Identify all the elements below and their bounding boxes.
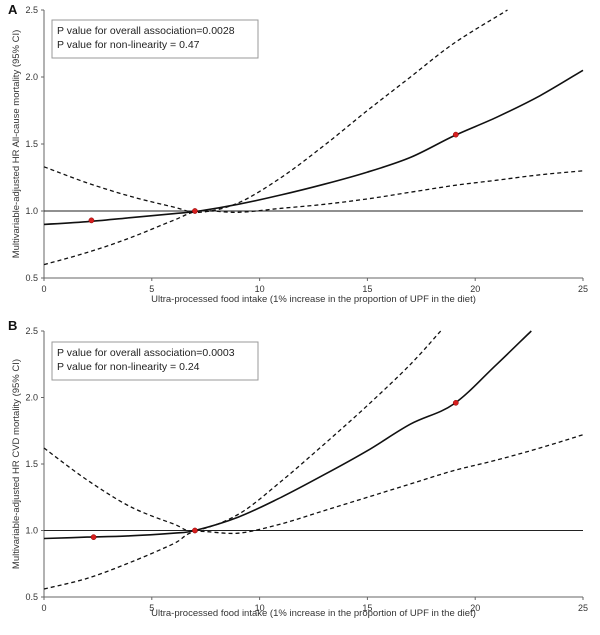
x-tick-label: 15 (362, 603, 372, 613)
data-point (452, 399, 459, 406)
x-tick-label: 0 (41, 603, 46, 613)
x-axis-label: Ultra-processed food intake (1% increase… (151, 294, 476, 305)
x-tick-label: 20 (470, 284, 480, 294)
data-point (192, 527, 198, 534)
hr-estimate-line (43, 69, 584, 226)
y-axis-label: Multivariable-adjusted HR All-cause mort… (11, 30, 22, 259)
ci-bound-line-2 (43, 9, 508, 214)
y-tick-label: 0.5 (25, 592, 38, 602)
data-point (452, 131, 459, 138)
annotation-box (51, 341, 259, 381)
y-tick-label: 2.0 (25, 72, 38, 82)
x-tick-label: 10 (255, 284, 265, 294)
chart-panel-a: A 0.5 1.0 1.5 2.0 2.5 0 5 10 15 20 25 Ultra-processe… (8, 2, 588, 305)
y-axis-label: Multivariable-adjusted HR CVD mortality … (11, 359, 22, 569)
y-tick-label: 2.0 (25, 393, 38, 403)
ci-bound-line-1 (43, 434, 584, 590)
annotation-text: P value for non-linearity = 0.47 (57, 39, 200, 51)
panel-label: B (8, 318, 17, 333)
ci-bound-line-1 (43, 170, 584, 266)
annotation-box (51, 19, 259, 59)
x-tick-label: 15 (362, 284, 372, 294)
x-tick-label: 25 (578, 603, 588, 613)
annotation-text: P value for non-linearity = 0.24 (57, 361, 200, 373)
y-tick-label: 0.5 (25, 273, 38, 283)
ci-bound-line-2 (43, 330, 442, 532)
y-tick-label: 1.5 (25, 139, 38, 149)
data-point (192, 208, 198, 214)
data-point (88, 217, 95, 224)
x-tick-label: 5 (149, 603, 154, 613)
x-axis-label: Ultra-processed food intake (1% increase… (151, 608, 476, 619)
x-tick-label: 25 (578, 284, 588, 294)
y-tick-label: 1.0 (25, 206, 38, 216)
chart-panel-b: B 0.5 1.0 1.5 2.0 2.5 0 5 10 15 20 25 Ultra-processe… (8, 318, 588, 619)
x-tick-label: 5 (149, 284, 154, 294)
annotation-text: P value for overall association=0.0028 (57, 25, 235, 37)
x-tick-label: 0 (41, 284, 46, 294)
panel-label: A (8, 2, 18, 17)
x-tick-label: 10 (255, 603, 265, 613)
y-tick-label: 1.5 (25, 459, 38, 469)
y-tick-label: 1.0 (25, 526, 38, 536)
y-tick-label: 2.5 (25, 5, 38, 15)
annotation-text: P value for overall association=0.0003 (57, 347, 235, 359)
data-point (90, 534, 97, 541)
x-tick-label: 20 (470, 603, 480, 613)
y-tick-label: 2.5 (25, 326, 38, 336)
